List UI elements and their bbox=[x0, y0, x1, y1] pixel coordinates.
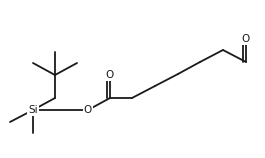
Text: O: O bbox=[84, 105, 92, 115]
Text: O: O bbox=[242, 34, 250, 44]
Text: O: O bbox=[106, 70, 114, 80]
Text: Si: Si bbox=[28, 105, 38, 115]
